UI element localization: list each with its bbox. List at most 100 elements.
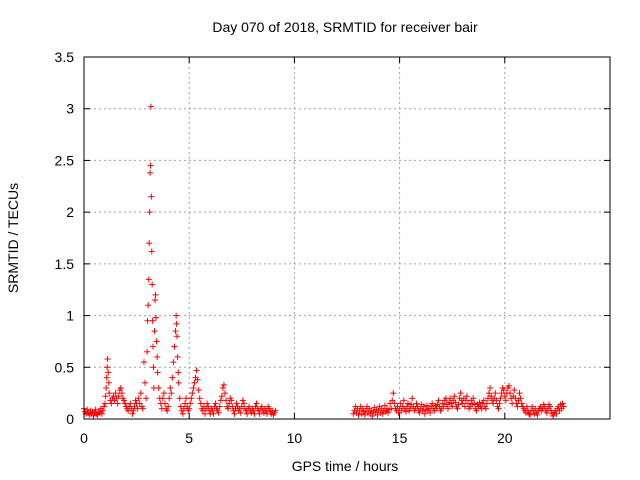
data-point bbox=[451, 393, 458, 400]
data-point bbox=[506, 382, 513, 389]
data-point bbox=[559, 400, 566, 407]
data-point bbox=[457, 390, 464, 397]
data-point bbox=[144, 317, 151, 324]
data-point bbox=[150, 343, 157, 350]
x-tick-label: 15 bbox=[392, 430, 408, 446]
data-point bbox=[543, 409, 550, 416]
data-point bbox=[511, 387, 518, 394]
data-point bbox=[473, 407, 480, 414]
data-point bbox=[480, 397, 487, 404]
data-point bbox=[209, 407, 216, 414]
data-point bbox=[195, 387, 202, 394]
data-point bbox=[140, 359, 147, 366]
data-point bbox=[484, 395, 491, 402]
data-point bbox=[129, 410, 136, 417]
data-point bbox=[146, 240, 153, 247]
data-point bbox=[419, 407, 426, 414]
data-point bbox=[501, 393, 508, 400]
data-point bbox=[461, 403, 468, 410]
data-point bbox=[523, 403, 530, 410]
data-point bbox=[405, 400, 412, 407]
data-point bbox=[350, 410, 357, 417]
data-point bbox=[99, 407, 106, 414]
data-point bbox=[152, 291, 159, 298]
data-point bbox=[186, 405, 193, 412]
data-point bbox=[420, 403, 427, 410]
data-point bbox=[488, 393, 495, 400]
data-point bbox=[105, 369, 112, 376]
y-tick-label: 1.5 bbox=[55, 256, 75, 272]
data-point bbox=[102, 400, 109, 407]
data-point bbox=[435, 397, 442, 404]
x-axis-title: GPS time / hours bbox=[292, 458, 399, 474]
data-point bbox=[256, 410, 263, 417]
data-point bbox=[459, 400, 466, 407]
data-point bbox=[151, 328, 158, 335]
data-point bbox=[154, 369, 161, 376]
data-point bbox=[144, 348, 151, 355]
data-point bbox=[493, 397, 500, 404]
data-point bbox=[174, 353, 181, 360]
data-point bbox=[142, 379, 149, 386]
data-point bbox=[147, 169, 154, 176]
data-point bbox=[471, 400, 478, 407]
data-point bbox=[134, 405, 141, 412]
data-point bbox=[92, 406, 99, 413]
data-point bbox=[103, 374, 110, 381]
data-point bbox=[447, 395, 454, 402]
grid-lines bbox=[84, 57, 610, 419]
data-point bbox=[414, 403, 421, 410]
data-point bbox=[217, 397, 224, 404]
data-point bbox=[361, 411, 368, 418]
data-point bbox=[497, 395, 504, 402]
data-point bbox=[179, 410, 186, 417]
data-point bbox=[173, 312, 180, 319]
data-point bbox=[500, 387, 507, 394]
data-point bbox=[262, 407, 269, 414]
data-point bbox=[527, 411, 534, 418]
data-point bbox=[482, 405, 489, 412]
data-point bbox=[127, 400, 134, 407]
data-point bbox=[215, 409, 222, 416]
data-point bbox=[356, 407, 363, 414]
data-point bbox=[455, 401, 462, 408]
data-point bbox=[115, 393, 122, 400]
data-points bbox=[81, 103, 567, 419]
data-point bbox=[165, 403, 172, 410]
data-point bbox=[448, 400, 455, 407]
data-point bbox=[204, 400, 211, 407]
data-point bbox=[132, 397, 139, 404]
data-point bbox=[181, 400, 188, 407]
data-point bbox=[125, 407, 132, 414]
data-point bbox=[173, 333, 180, 340]
data-point bbox=[516, 390, 523, 397]
data-point bbox=[196, 395, 203, 402]
data-point bbox=[389, 397, 396, 404]
data-point bbox=[369, 412, 376, 419]
data-point bbox=[502, 397, 509, 404]
data-point bbox=[416, 409, 423, 416]
data-point bbox=[205, 403, 212, 410]
data-point bbox=[169, 374, 176, 381]
data-point bbox=[216, 403, 223, 410]
data-point bbox=[190, 384, 197, 391]
data-point bbox=[413, 400, 420, 407]
y-tick-label: 0.5 bbox=[55, 359, 75, 375]
data-point bbox=[253, 400, 260, 407]
data-point bbox=[225, 405, 232, 412]
data-point bbox=[433, 405, 440, 412]
data-point bbox=[233, 400, 240, 407]
data-point bbox=[237, 409, 244, 416]
data-point bbox=[246, 403, 253, 410]
data-point bbox=[550, 412, 557, 419]
data-point bbox=[423, 402, 430, 409]
data-point bbox=[168, 390, 175, 397]
data-point bbox=[221, 390, 228, 397]
data-point bbox=[210, 410, 217, 417]
data-point bbox=[454, 405, 461, 412]
data-point bbox=[507, 390, 514, 397]
data-point bbox=[84, 406, 91, 413]
y-axis-title: SRMTID / TECUs bbox=[5, 183, 21, 293]
data-point bbox=[180, 405, 187, 412]
data-point bbox=[238, 403, 245, 410]
